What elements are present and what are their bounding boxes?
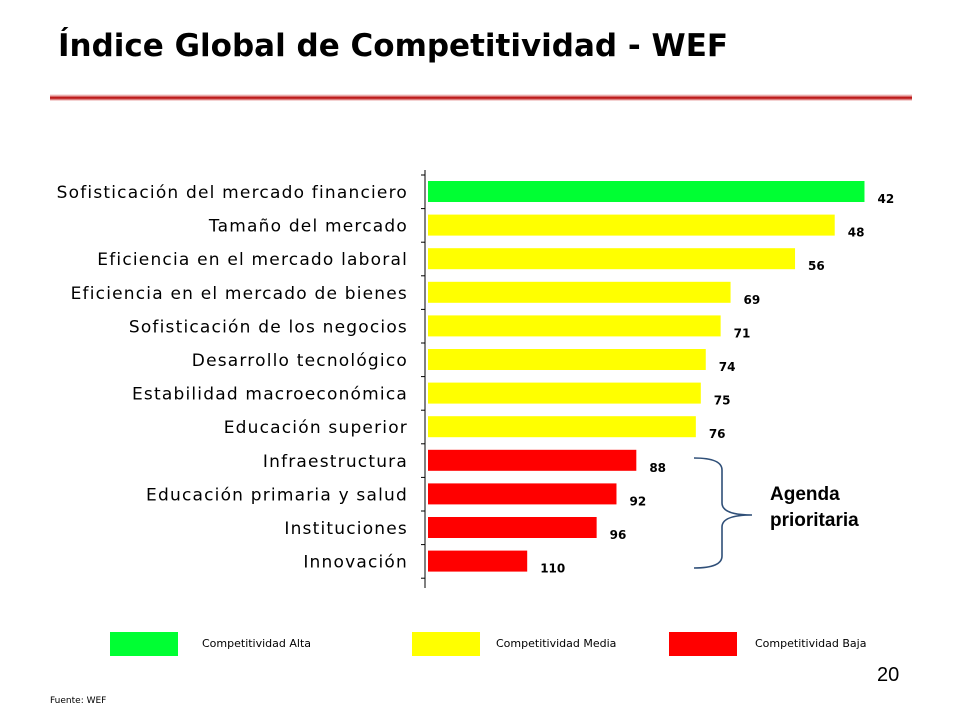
bar (428, 449, 637, 471)
value-label: 96 (610, 528, 627, 542)
value-label: 74 (719, 360, 736, 374)
bar (428, 281, 731, 303)
bar (428, 248, 796, 270)
bar (428, 214, 835, 236)
value-label: 48 (848, 226, 865, 240)
value-label: 88 (649, 461, 666, 475)
value-label: 76 (709, 427, 726, 441)
page-number: 20 (877, 664, 900, 686)
value-label: 42 (877, 192, 894, 206)
agenda-annotation: Agenda prioritaria (770, 482, 859, 534)
bar (428, 550, 528, 572)
category-label: Sofisticación de los negocios (129, 317, 408, 337)
bar (428, 382, 701, 404)
source-note: Fuente: WEF (50, 696, 107, 706)
agenda-brace (693, 457, 753, 569)
bar (428, 483, 617, 505)
value-labels: 42 48 56 69 71 74 75 76 88 92 96 110 (540, 192, 894, 576)
value-label: 71 (734, 326, 751, 340)
category-label: Infraestructura (263, 452, 408, 472)
category-label: Tamaño del mercado (208, 217, 408, 237)
value-label: 92 (629, 494, 646, 508)
legend-swatch-baja (669, 632, 737, 656)
value-label: 110 (540, 562, 565, 576)
bar (428, 349, 706, 370)
value-label: 69 (744, 293, 761, 307)
category-label: Eficiencia en el mercado laboral (97, 250, 408, 270)
legend-label-alta: Competitividad Alta (202, 637, 312, 650)
agenda-line-1: Agenda (770, 484, 840, 505)
agenda-line-2: prioritaria (770, 510, 859, 531)
value-label: 75 (714, 394, 731, 408)
legend-swatch-media (412, 632, 480, 656)
legend-label-baja: Competitividad Baja (755, 637, 867, 650)
category-label: Estabilidad macroeconómica (132, 385, 408, 405)
category-labels: Sofisticación del mercado financiero Tama… (57, 183, 408, 573)
bar (428, 181, 865, 202)
bar (428, 416, 696, 438)
category-label: Educación superior (224, 418, 408, 438)
bar (428, 517, 597, 538)
chart-bars (428, 181, 865, 572)
slide-title: Índice Global de Competitividad - WEF (58, 28, 729, 64)
category-label: Educación primaria y salud (146, 485, 408, 505)
legend-label-media: Competitividad Media (496, 637, 617, 650)
category-label: Instituciones (284, 519, 408, 539)
category-label: Innovación (303, 553, 408, 573)
category-label: Eficiencia en el mercado de bienes (71, 284, 408, 304)
bar (428, 315, 721, 337)
title-divider (50, 94, 912, 101)
axis-ticks (421, 174, 425, 579)
category-label: Sofisticación del mercado financiero (57, 183, 408, 203)
category-label: Desarrollo tecnológico (192, 351, 408, 371)
value-label: 56 (808, 259, 825, 273)
legend-swatch-alta (110, 632, 178, 656)
